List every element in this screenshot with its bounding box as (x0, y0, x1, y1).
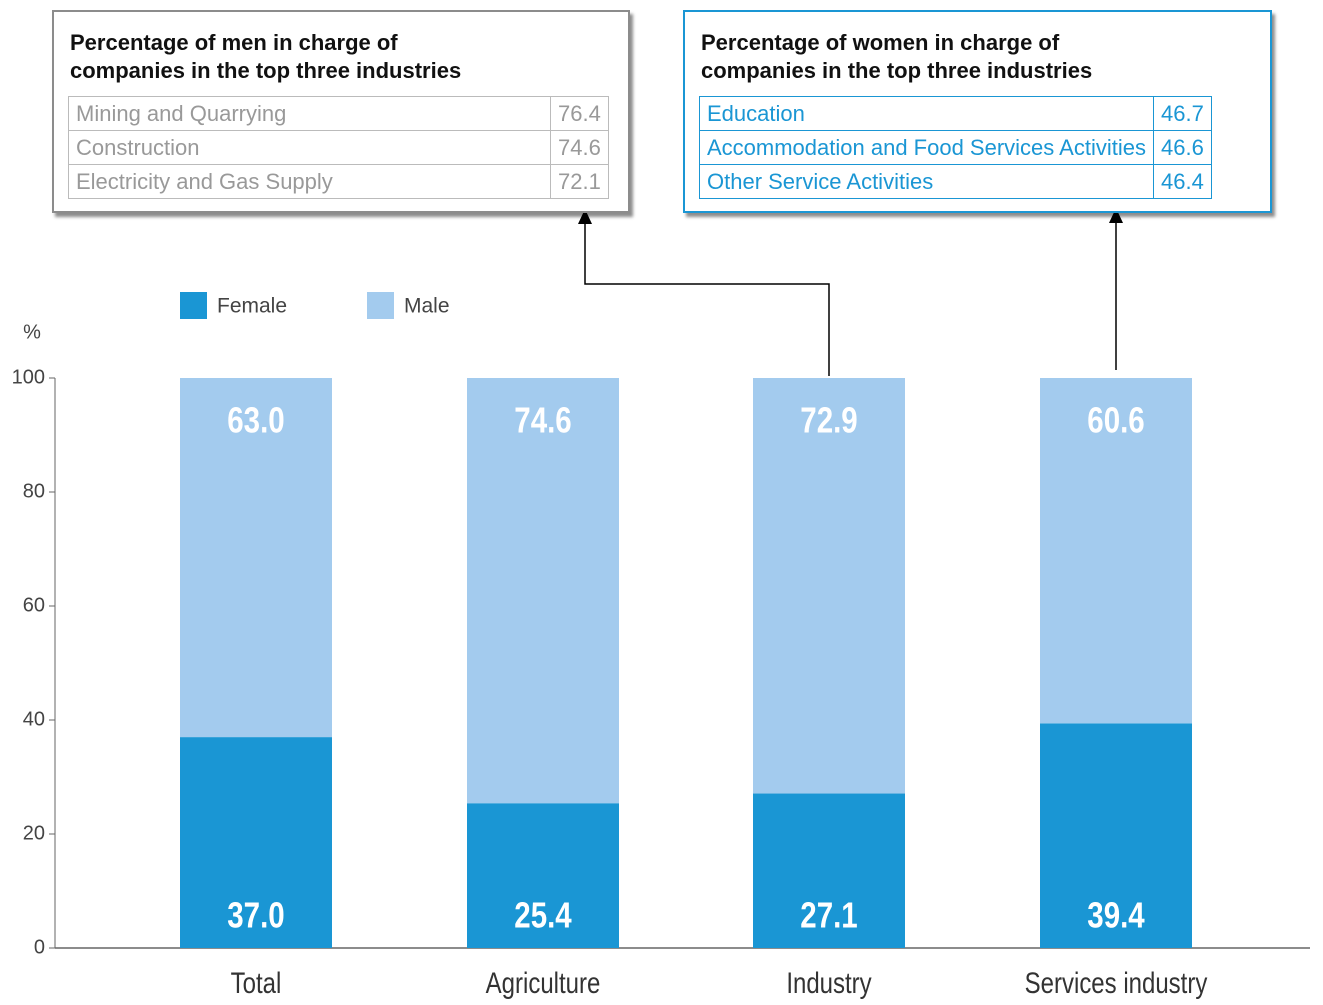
box-title-line: companies in the top three industries (701, 58, 1093, 83)
industry-name: Construction (68, 130, 551, 165)
value-label: 63.0 (227, 400, 284, 440)
arrow (578, 209, 592, 224)
industry-value: 76.4 (550, 96, 609, 131)
info-table: Education 46.7 Accommodation and Food Serv… (699, 96, 1212, 199)
info-table: Mining and Quarrying 76.4 Construction 74.6… (68, 96, 609, 199)
value-label: 37.0 (227, 895, 284, 935)
box-title: Percentage of men in charge of companies … (70, 29, 628, 85)
y-axis-label: % (23, 321, 41, 343)
info-box: Percentage of men in charge of companies … (52, 10, 630, 213)
industry-value: 72.1 (550, 164, 609, 199)
table-row: Other Service Activities 46.4 (699, 164, 1212, 199)
bar-segment (180, 378, 332, 738)
value-label: 25.4 (514, 895, 572, 935)
x-tick-label: Industry (786, 965, 872, 999)
bar-segment (467, 803, 619, 948)
y-tick-label: 40 (23, 708, 45, 730)
y-tick-label: 20 (23, 822, 45, 844)
box-title-line: Percentage of women in charge of (701, 30, 1060, 55)
bar-segment (467, 378, 619, 804)
bar-segment (180, 737, 332, 948)
y-tick-label: 0 (34, 936, 45, 958)
y-tick-label: 80 (23, 480, 45, 502)
legend-label: Male (404, 295, 450, 318)
industry-value: 46.7 (1152, 96, 1212, 131)
industry-name: Other Service Activities (699, 164, 1154, 199)
industry-name: Electricity and Gas Supply (68, 164, 551, 199)
x-tick-label: Services industry (1025, 965, 1208, 999)
table-row: Mining and Quarrying 76.4 (68, 96, 609, 131)
table-row: Accommodation and Food Services Activiti… (699, 130, 1212, 165)
y-tick-label: 60 (23, 594, 45, 616)
industry-value: 46.6 (1152, 130, 1212, 165)
legend-label: Female (217, 295, 287, 318)
industry-name: Mining and Quarrying (68, 96, 551, 131)
value-label: 27.1 (800, 895, 857, 935)
y-tick-label: 100 (12, 366, 45, 388)
bar-segment (753, 378, 905, 794)
bar-segment (1040, 723, 1192, 948)
industry-name: Education (699, 96, 1154, 131)
arrow (1109, 208, 1123, 223)
x-tick-label: Total (231, 965, 282, 999)
connector (584, 222, 830, 376)
value-label: 39.4 (1087, 895, 1145, 935)
industry-value: 46.4 (1152, 164, 1212, 199)
bar-segment (1040, 378, 1192, 724)
value-label: 60.6 (1087, 400, 1144, 440)
industry-name: Accommodation and Food Services Activiti… (699, 130, 1154, 165)
box-title-line: companies in the top three industries (70, 58, 462, 83)
info-box: Percentage of women in charge of companie… (683, 10, 1272, 213)
value-label: 72.9 (800, 400, 857, 440)
legend-swatch (180, 292, 207, 319)
box-title-line: Percentage of men in charge of (70, 30, 398, 55)
industry-value: 74.6 (550, 130, 609, 165)
bar-segment (753, 793, 905, 948)
x-tick-label: Agriculture (486, 965, 601, 999)
value-label: 74.6 (514, 400, 571, 440)
table-row: Electricity and Gas Supply 72.1 (68, 164, 609, 199)
table-row: Education 46.7 (699, 96, 1212, 131)
legend-swatch (367, 292, 394, 319)
box-title: Percentage of women in charge of companie… (701, 29, 1270, 85)
table-row: Construction 74.6 (68, 130, 609, 165)
